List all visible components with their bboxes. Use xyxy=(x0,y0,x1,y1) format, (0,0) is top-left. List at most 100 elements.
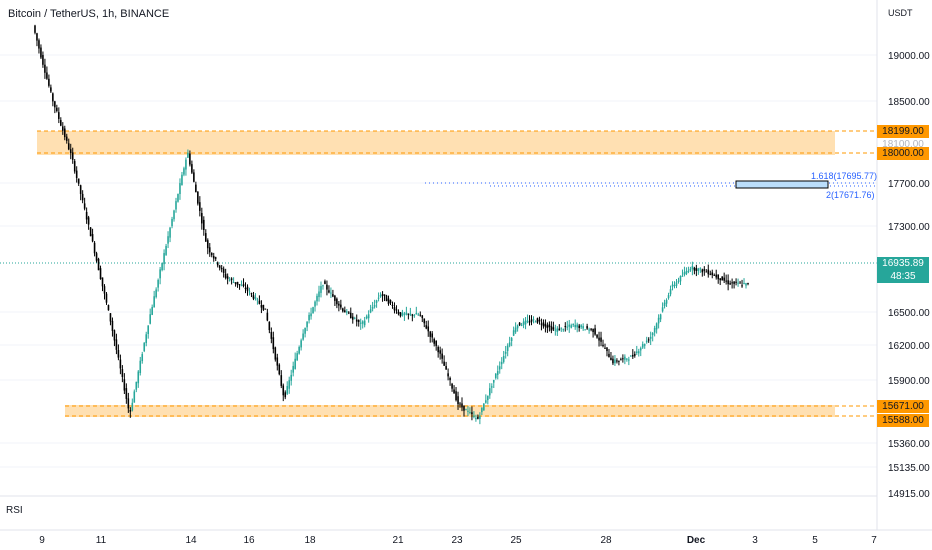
candle-body xyxy=(733,281,735,284)
candle-body xyxy=(127,398,130,409)
candle-body xyxy=(582,326,584,329)
candle-body xyxy=(469,412,471,414)
candle-body xyxy=(379,295,382,297)
candle-body xyxy=(558,328,561,331)
candle-body xyxy=(399,312,402,317)
candle-body xyxy=(606,347,608,352)
candle-body xyxy=(359,322,362,324)
price-tick: 18500.00 xyxy=(888,97,930,108)
candle-body xyxy=(240,285,243,287)
candle-body xyxy=(405,312,408,315)
candle-body xyxy=(490,386,493,388)
candle-body xyxy=(357,319,360,323)
candle-body xyxy=(212,256,215,259)
candle-body xyxy=(481,407,483,413)
candle-body xyxy=(77,178,80,184)
candle-body xyxy=(147,325,149,334)
candle-body xyxy=(268,321,271,331)
candle-body xyxy=(157,279,159,288)
candle-body xyxy=(89,227,92,237)
candle-body xyxy=(683,272,686,275)
candle-body xyxy=(36,33,38,41)
candle-body xyxy=(427,326,430,332)
rsi-panel-label[interactable]: RSI xyxy=(6,505,23,516)
candle-body xyxy=(624,356,626,360)
candle-body xyxy=(679,276,682,282)
candle-body xyxy=(423,318,426,324)
candle-body xyxy=(604,347,606,349)
candle-body xyxy=(46,72,48,79)
candle-body xyxy=(87,217,90,225)
candle-body xyxy=(626,358,628,360)
candle-body xyxy=(63,128,66,138)
candle-body xyxy=(602,344,604,347)
candle-body xyxy=(504,351,507,354)
candle-body xyxy=(588,329,590,331)
candle-body xyxy=(445,366,447,370)
candle-body xyxy=(635,351,638,354)
candle-body xyxy=(657,317,660,324)
candle-body xyxy=(282,385,285,396)
candle-body xyxy=(747,283,749,285)
candle-body xyxy=(236,281,239,285)
candle-body xyxy=(355,319,358,322)
candle-body xyxy=(328,290,330,293)
candle-body xyxy=(689,268,692,271)
candle-body xyxy=(540,323,543,325)
candle-body xyxy=(40,47,42,58)
candle-body xyxy=(52,93,54,102)
candle-body xyxy=(649,336,652,339)
price-tick: 17300.00 xyxy=(888,222,930,233)
candle-body xyxy=(489,388,491,396)
candle-body xyxy=(524,320,527,325)
candle-body xyxy=(473,415,475,417)
time-tick: 25 xyxy=(510,535,522,546)
candle-body xyxy=(139,360,142,373)
candle-body xyxy=(401,312,404,316)
time-axis[interactable]: 9 11 14 16 18 21 23 25 28 Dec 3 5 7 xyxy=(39,535,877,546)
candle-body xyxy=(632,354,634,357)
candle-body xyxy=(479,415,481,420)
time-tick: 3 xyxy=(752,535,758,546)
candle-body xyxy=(218,265,221,268)
candle-body xyxy=(56,107,58,111)
candle-body xyxy=(292,365,294,373)
candle-body xyxy=(258,300,261,304)
symbol-title[interactable]: Bitcoin / TetherUS, 1h, BINANCE xyxy=(8,8,170,20)
candle-body xyxy=(79,185,82,194)
price-tick: 15135.00 xyxy=(888,463,930,474)
candle-body xyxy=(435,341,437,346)
candle-body xyxy=(113,330,116,341)
candle-body xyxy=(703,269,706,271)
candle-body xyxy=(574,324,577,328)
candle-body xyxy=(516,325,519,329)
price-axis[interactable]: 19000.00 18500.00 17700.00 17300.00 1650… xyxy=(888,51,930,500)
time-tick: 16 xyxy=(243,535,255,546)
time-tick: 7 xyxy=(871,535,877,546)
candle-body xyxy=(562,329,565,331)
time-tick: 11 xyxy=(96,535,107,546)
upper-zone-top-tag: 18199.00 xyxy=(877,125,929,138)
candle-body xyxy=(306,321,308,328)
candle-body xyxy=(616,360,618,362)
candle-body xyxy=(498,366,501,370)
candle-body xyxy=(512,330,515,336)
candle-body xyxy=(568,324,571,327)
candle-body xyxy=(687,270,690,272)
candle-body xyxy=(669,289,672,295)
candle-body xyxy=(304,327,306,334)
candle-body xyxy=(522,321,525,325)
candle-body xyxy=(238,284,241,286)
candle-body xyxy=(324,281,326,284)
candle-body xyxy=(276,357,279,366)
candle-body xyxy=(361,321,364,324)
upper-zone-bottom-tag: 18000.00 xyxy=(877,147,929,160)
candle-body xyxy=(369,309,372,313)
candle-body xyxy=(576,324,578,328)
candle-body xyxy=(193,172,195,182)
candle-body xyxy=(443,361,445,366)
candle-body xyxy=(34,25,36,33)
candle-body xyxy=(596,334,598,338)
candle-body xyxy=(222,268,225,273)
